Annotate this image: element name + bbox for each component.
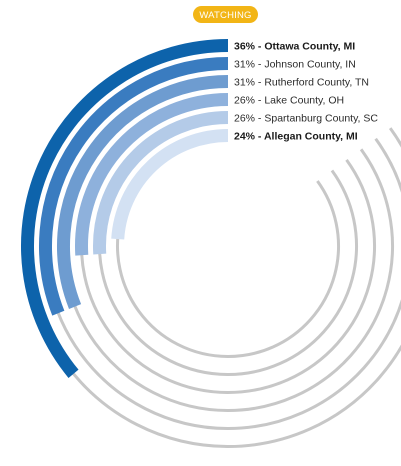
value-arc bbox=[57, 75, 229, 309]
value-arc bbox=[93, 111, 229, 255]
legend-label: 24% - Allegan County, MI bbox=[234, 131, 358, 143]
value-arc bbox=[39, 57, 229, 316]
value-arc bbox=[75, 93, 229, 256]
badge-background bbox=[193, 6, 258, 23]
watching-badge: WATCHING bbox=[193, 6, 258, 23]
legend-label: 31% - Johnson County, IN bbox=[234, 59, 356, 71]
legend-label: 36% - Ottawa County, MI bbox=[234, 41, 355, 53]
value-arc bbox=[111, 129, 229, 240]
legend-label: 31% - Rutherford County, TN bbox=[234, 77, 369, 89]
value-arc bbox=[21, 39, 229, 378]
legend-label: 26% - Lake County, OH bbox=[234, 95, 344, 107]
badge-text: WATCHING bbox=[199, 10, 251, 21]
value-arcs bbox=[21, 39, 229, 378]
legend-label: 26% - Spartanburg County, SC bbox=[234, 113, 378, 125]
legend-labels: 36% - Ottawa County, MI 31% - Johnson Cou… bbox=[234, 41, 378, 143]
